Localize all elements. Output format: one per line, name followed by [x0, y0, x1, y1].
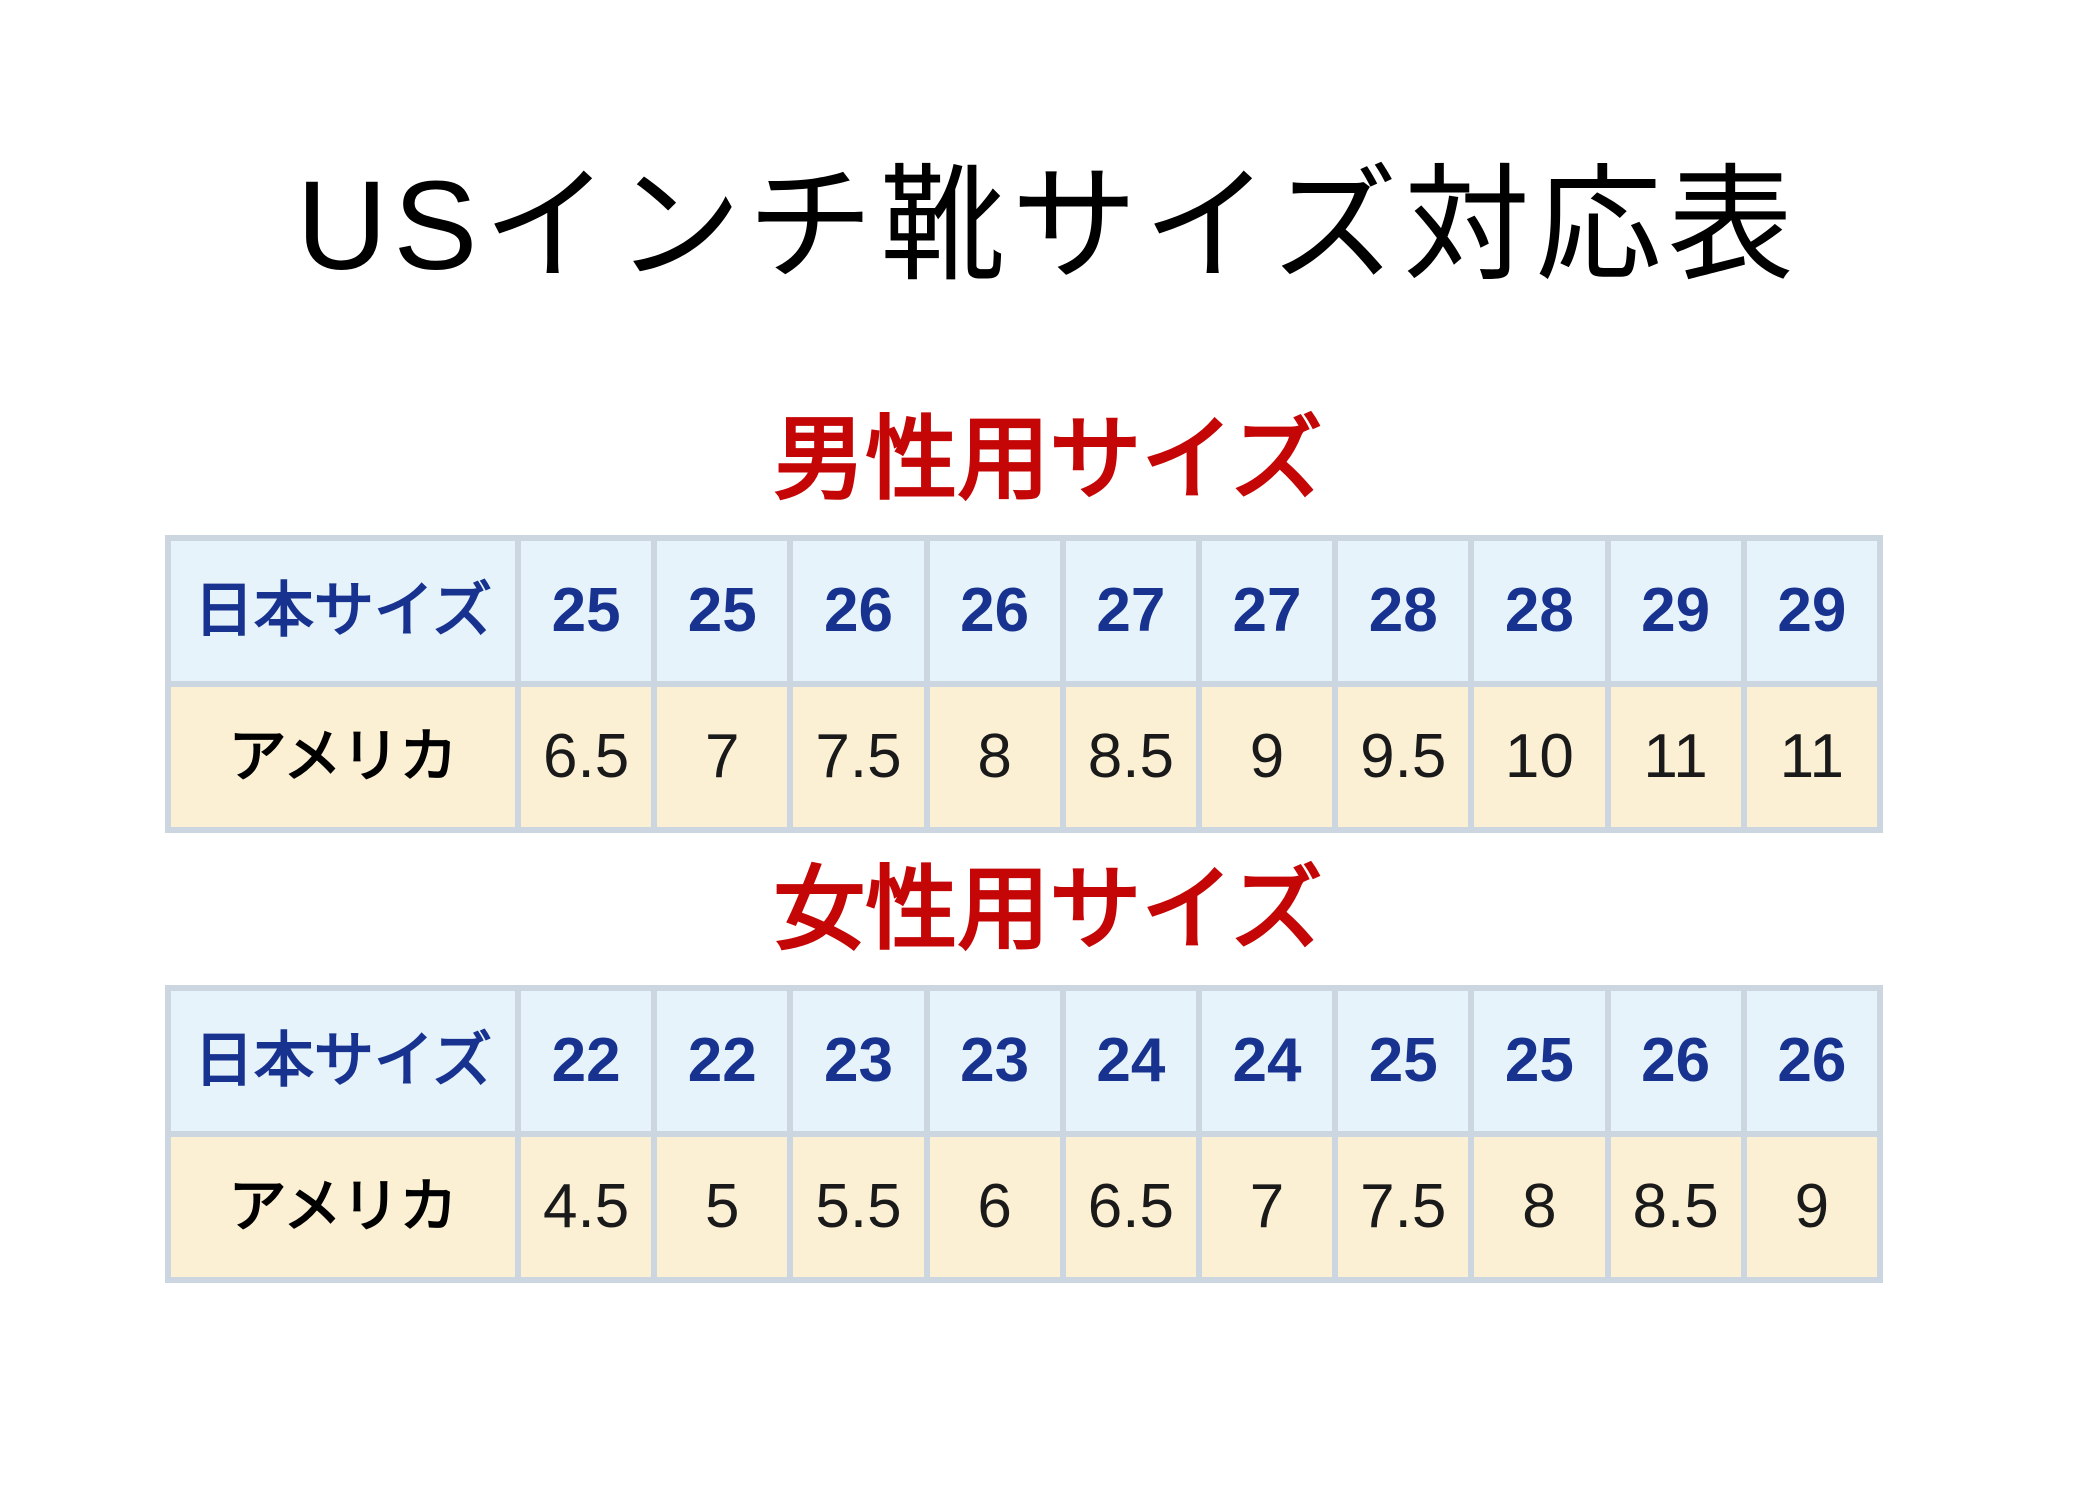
table-cell: 6.5	[1059, 1131, 1202, 1283]
table-cell: 25	[514, 535, 658, 687]
womens-size-table: 日本サイズ 22 22 23 23 24 24 25 25 26 26 アメリカ…	[165, 985, 1884, 1283]
table-cell: 23	[923, 985, 1066, 1137]
table-cell: 7.5	[1332, 1131, 1475, 1283]
table-cell: 10	[1468, 681, 1611, 833]
mens-us-size-row: アメリカ 6.5 7 7.5 8 8.5 9 9.5 10 11 11	[165, 681, 1884, 833]
table-cell: 28	[1468, 535, 1611, 687]
table-cell: 26	[1604, 985, 1747, 1137]
table-cell: 9	[1195, 681, 1339, 833]
womens-section-heading: 女性用サイズ	[773, 859, 1323, 961]
womens-us-size-row: アメリカ 4.5 5 5.5 6 6.5 7 7.5 8 8.5 9	[165, 1131, 1884, 1283]
us-size-row-label: アメリカ	[165, 1131, 521, 1283]
table-cell: 9.5	[1332, 681, 1475, 833]
table-cell: 6	[923, 1131, 1066, 1283]
table-cell: 5	[651, 1131, 794, 1283]
table-cell: 26	[923, 535, 1066, 687]
table-cell: 25	[1468, 985, 1611, 1137]
mens-section-heading: 男性用サイズ	[773, 409, 1323, 511]
table-cell: 11	[1740, 681, 1884, 833]
table-cell: 7	[651, 681, 794, 833]
table-cell: 26	[787, 535, 930, 687]
mens-japan-size-row: 日本サイズ 25 25 26 26 27 27 28 28 29 29	[165, 535, 1884, 687]
table-cell: 27	[1195, 535, 1339, 687]
table-cell: 8.5	[1604, 1131, 1747, 1283]
table-cell: 8	[1468, 1131, 1611, 1283]
table-cell: 8.5	[1059, 681, 1202, 833]
table-cell: 7.5	[787, 681, 930, 833]
table-cell: 24	[1195, 985, 1339, 1137]
us-size-row-label: アメリカ	[165, 681, 521, 833]
japan-size-row-label: 日本サイズ	[165, 535, 521, 687]
table-cell: 27	[1059, 535, 1202, 687]
table-cell: 8	[923, 681, 1066, 833]
table-cell: 28	[1332, 535, 1475, 687]
mens-size-table: 日本サイズ 25 25 26 26 27 27 28 28 29 29 アメリカ…	[165, 535, 1884, 833]
table-cell: 4.5	[514, 1131, 658, 1283]
table-cell: 29	[1604, 535, 1747, 687]
table-cell: 25	[651, 535, 794, 687]
table-cell: 22	[514, 985, 658, 1137]
table-cell: 26	[1740, 985, 1884, 1137]
table-cell: 29	[1740, 535, 1884, 687]
page-title: USインチ靴サイズ対応表	[296, 155, 1800, 296]
japan-size-row-label: 日本サイズ	[165, 985, 521, 1137]
table-cell: 7	[1195, 1131, 1339, 1283]
table-cell: 11	[1604, 681, 1747, 833]
table-cell: 23	[787, 985, 930, 1137]
table-cell: 24	[1059, 985, 1202, 1137]
table-cell: 9	[1740, 1131, 1884, 1283]
table-cell: 22	[651, 985, 794, 1137]
table-cell: 5.5	[787, 1131, 930, 1283]
table-cell: 6.5	[514, 681, 658, 833]
womens-japan-size-row: 日本サイズ 22 22 23 23 24 24 25 25 26 26	[165, 985, 1884, 1137]
table-cell: 25	[1332, 985, 1475, 1137]
